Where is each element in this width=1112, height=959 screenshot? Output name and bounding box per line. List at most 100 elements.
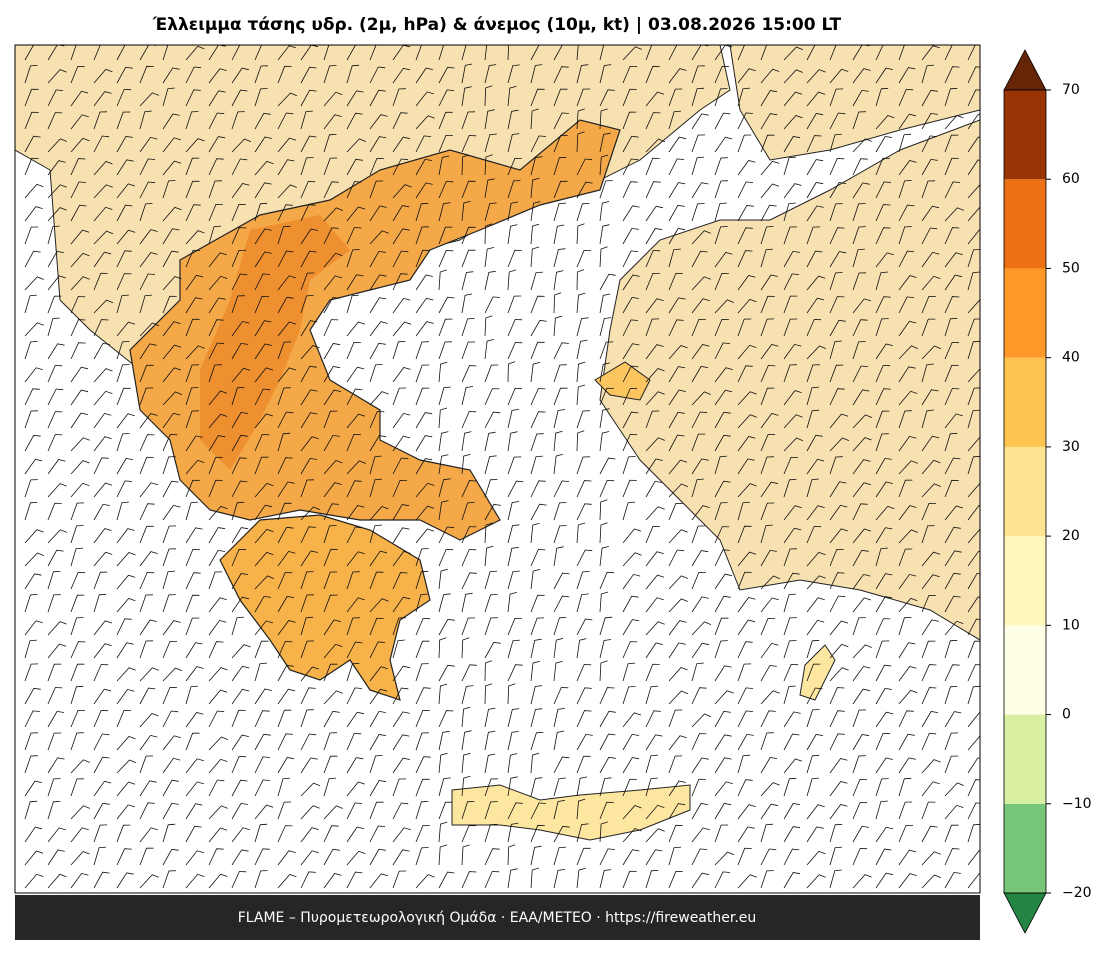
wind-barb [254,388,271,406]
wind-barb [415,756,431,774]
wind-barb [921,435,940,452]
wind-barb [24,639,38,659]
wind-barb [461,871,477,889]
wind-barb [300,412,318,429]
wind-barb [783,593,796,613]
wind-barb [599,801,614,820]
wind-barb [392,273,408,291]
wind-barb [93,710,109,728]
wind-barb [507,546,519,567]
wind-barb [254,45,262,61]
wind-barb [392,250,409,268]
wind-barb [921,180,936,199]
wind-barb [162,206,182,222]
wind-barb [875,388,891,406]
wind-barb [737,134,752,153]
wind-barb [300,733,317,751]
wind-barb [277,709,292,728]
wind-barb [116,364,130,383]
wind-barb [783,664,799,682]
wind-barb [323,434,340,452]
wind-barb [875,252,894,268]
wind-barb [898,204,915,222]
wind-barb [392,596,411,613]
wind-barb [208,805,228,820]
wind-barb [760,248,774,268]
wind-barb [714,480,731,498]
wind-barb [875,410,890,429]
wind-barb [47,621,67,636]
wind-barb [300,157,314,176]
wind-barb [806,364,820,383]
wind-barb [875,343,893,360]
wind-barb [277,112,294,130]
wind-barb [415,297,434,314]
wind-barb [737,804,756,820]
wind-barb [47,434,63,452]
land-lesvos [594,361,651,401]
wind-barb [783,617,797,636]
wind-barb [162,391,182,406]
wind-barb [553,846,567,866]
wind-barb [346,64,360,84]
wind-barb [944,115,964,130]
wind-barb [93,846,107,866]
wind-barb [507,822,519,843]
wind-barb [93,802,110,820]
wind-barb [875,271,888,291]
wind-barb [231,501,245,521]
wind-barb [254,779,271,797]
wind-barb [93,593,107,613]
wind-barb [898,275,917,291]
wind-barb [139,503,155,521]
wind-barb [806,319,822,337]
wind-barb [668,735,687,751]
wind-barb [622,870,637,889]
wind-barb [231,734,249,751]
wind-barb [185,712,204,728]
footer-text: FLAME – Πυρομετεωρολογική Ομάδα · ΕΑΑ/ME… [238,910,757,926]
colorbar-band [1004,446,1046,537]
wind-barb [208,275,228,291]
wind-barb [530,271,544,291]
wind-barb [47,112,63,130]
wind-barb [162,250,179,268]
wind-barb [24,135,41,153]
wind-barb [369,180,384,199]
wind-barb [369,114,388,130]
wind-barb [392,88,406,107]
wind-barb [898,390,918,406]
wind-barb [829,528,849,544]
wind-barb [346,850,366,866]
wind-barb [760,413,779,429]
wind-barb [668,803,686,820]
wind-barb [484,570,498,590]
wind-barb [323,389,341,406]
wind-barb [231,573,249,590]
wind-barb [93,528,112,544]
wind-barb [921,389,939,406]
wind-barb [967,299,980,314]
wind-barb [599,869,612,889]
wind-barb [254,182,272,199]
wind-barb [369,136,387,153]
wind-barb [392,205,410,222]
wind-barb [783,872,801,889]
wind-barb [392,665,411,682]
wind-barb [829,481,847,498]
wind-barb [668,642,686,659]
wind-barb [47,687,63,705]
wind-barb [944,157,959,176]
wind-barb [691,230,711,245]
wind-barb [70,366,89,383]
wind-barb [438,250,454,268]
wind-barb [185,274,204,291]
wind-barb [346,227,362,245]
wind-barb [300,110,313,130]
wind-barb [622,686,636,705]
wind-barb [691,642,710,659]
wind-barb [553,134,568,153]
wind-barb [24,800,38,820]
wind-barb [737,181,754,199]
